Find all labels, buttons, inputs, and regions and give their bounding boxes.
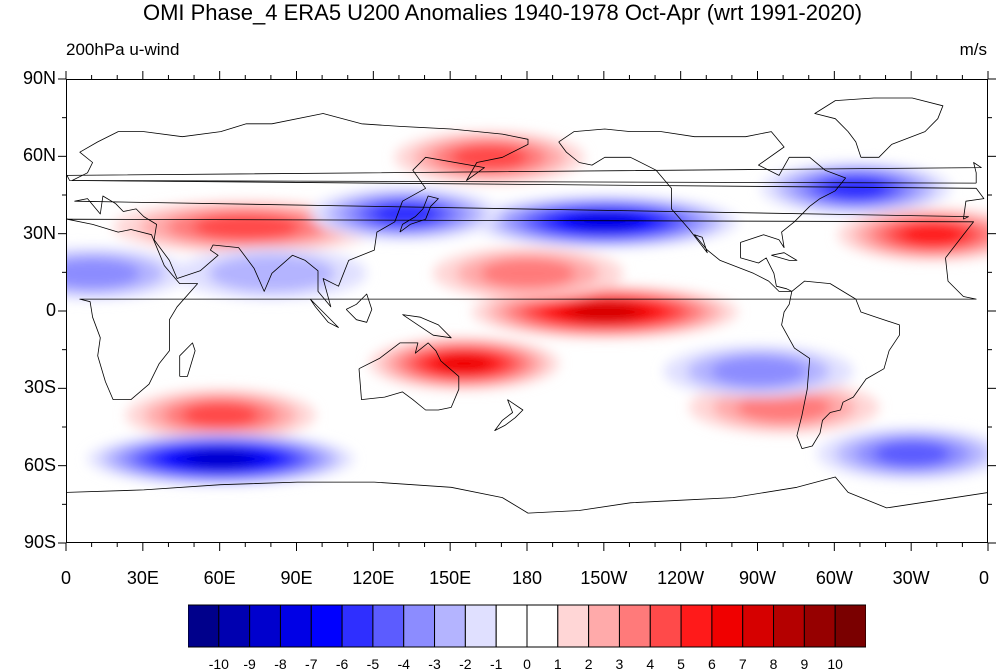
colorbar-tick-label: 10 xyxy=(827,656,843,672)
variable-label: 200hPa u-wind xyxy=(66,40,180,59)
coastline xyxy=(71,113,985,308)
colorbar-tick-label: -8 xyxy=(274,656,287,672)
lat-tick-label: 90N xyxy=(22,68,56,88)
colorbar-tick-label: -2 xyxy=(459,656,472,672)
colorbar-tick-label: 3 xyxy=(615,656,624,672)
colorbar-swatch xyxy=(341,604,374,648)
coastline xyxy=(67,162,982,184)
colorbar-swatch xyxy=(803,604,836,648)
lon-tick-label: 30E xyxy=(126,568,159,588)
lon-tick-label: 150W xyxy=(580,568,628,588)
colorbar-tick-label: 7 xyxy=(738,656,747,672)
colorbar-tick-label: 1 xyxy=(553,656,562,672)
colorbar-swatch xyxy=(464,604,497,648)
coastline xyxy=(345,293,373,323)
coastline xyxy=(358,342,460,411)
colorbar-tick-label: -1 xyxy=(489,656,503,672)
colorbar-swatch xyxy=(403,604,436,648)
colorbar-swatch xyxy=(711,604,744,648)
coastline xyxy=(399,195,439,233)
lat-tick-label: 60S xyxy=(23,454,56,475)
colorbar-tick-label: -5 xyxy=(366,656,380,672)
lon-tick-label: 120E xyxy=(352,568,395,588)
colorbar-swatch xyxy=(434,604,466,648)
anomaly-contour xyxy=(182,402,259,428)
anomaly-contour xyxy=(900,223,965,247)
anomaly-contour xyxy=(736,392,832,423)
colorbar-swatch xyxy=(680,604,713,648)
colorbar-tick-label: -9 xyxy=(243,656,256,672)
colorbar xyxy=(188,604,866,648)
colorbar-swatch xyxy=(372,604,405,648)
lon-tick-label: 60W xyxy=(815,568,853,588)
anomaly-contour xyxy=(193,214,300,240)
anomaly-contour xyxy=(480,258,576,289)
colorbar-tick-label: -10 xyxy=(208,656,229,672)
colorbar-swatch xyxy=(249,604,281,648)
coastline xyxy=(494,399,524,431)
coastline xyxy=(179,342,196,377)
coastline xyxy=(814,97,944,158)
coastline xyxy=(309,298,339,328)
anomaly-map xyxy=(66,79,988,543)
lon-tick-label: 0 xyxy=(978,568,989,588)
coastline xyxy=(781,280,900,449)
colorbar-swatch xyxy=(279,604,312,648)
colorbar-tick-label: 2 xyxy=(584,656,593,672)
colorbar-tick-label: 5 xyxy=(677,656,685,672)
coastlines xyxy=(67,97,987,514)
lon-tick-label: 120W xyxy=(657,568,705,588)
lon-tick-label: 0 xyxy=(60,568,71,588)
lon-tick-label: 60E xyxy=(203,568,236,588)
colorbar-swatch xyxy=(588,604,620,648)
colorbar-tick-label: 4 xyxy=(646,656,655,672)
anomaly-contour xyxy=(191,450,251,468)
lat-tick-label: 0 xyxy=(45,300,56,320)
lat-tick-label: 30N xyxy=(22,222,56,243)
lon-tick-label: 30W xyxy=(892,568,930,588)
anomaly-contour xyxy=(711,356,806,387)
colorbar-swatch xyxy=(495,604,528,648)
anomaly-contour xyxy=(373,202,437,226)
colorbar-swatch xyxy=(218,604,251,648)
lon-tick-label: 90W xyxy=(738,568,776,588)
colorbar-swatch xyxy=(618,604,651,648)
colorbar-tick-label: 8 xyxy=(769,656,778,672)
colorbar-swatch xyxy=(310,604,343,648)
colorbar-swatch xyxy=(773,604,805,648)
lon-tick-label: 150E xyxy=(429,568,472,588)
lon-tick-label: 90E xyxy=(280,568,313,588)
anomaly-contour xyxy=(451,144,528,171)
lat-tick-label: 60N xyxy=(22,145,56,166)
anomaly-field xyxy=(67,131,987,485)
colorbar-swatch xyxy=(188,604,220,648)
colorbar-swatch xyxy=(834,604,866,648)
colorbar-tick-label: -6 xyxy=(335,656,349,672)
colorbar-swatch xyxy=(649,604,682,648)
anomaly-contour xyxy=(571,302,639,322)
anomaly-contour xyxy=(571,212,639,232)
map-title: OMI Phase_4 ERA5 U200 Anomalies 1940-197… xyxy=(142,0,863,25)
colorbar-swatch xyxy=(526,604,559,648)
coastline xyxy=(67,218,977,400)
anomaly-contour xyxy=(874,440,951,467)
lat-tick-label: 90S xyxy=(23,532,56,552)
lon-tick-label: 180 xyxy=(511,568,543,588)
anomaly-contour xyxy=(67,258,141,289)
colorbar-swatch xyxy=(742,604,775,648)
colorbar-tick-label: 9 xyxy=(800,656,809,672)
colorbar-swatch xyxy=(557,604,590,648)
lat-tick-label: 30S xyxy=(23,377,56,398)
antarctica-coastline xyxy=(67,476,987,514)
colorbar-tick-label: -3 xyxy=(428,656,441,672)
units-label: m/s xyxy=(959,40,987,59)
colorbar-tick-label: -7 xyxy=(305,656,318,672)
coastline xyxy=(558,128,846,292)
colorbar-tick-label: -4 xyxy=(397,656,410,672)
coastline xyxy=(771,252,798,261)
colorbar-tick-label: 6 xyxy=(708,656,716,672)
coastline xyxy=(402,314,452,339)
colorbar-tick-label: 0 xyxy=(523,656,531,672)
